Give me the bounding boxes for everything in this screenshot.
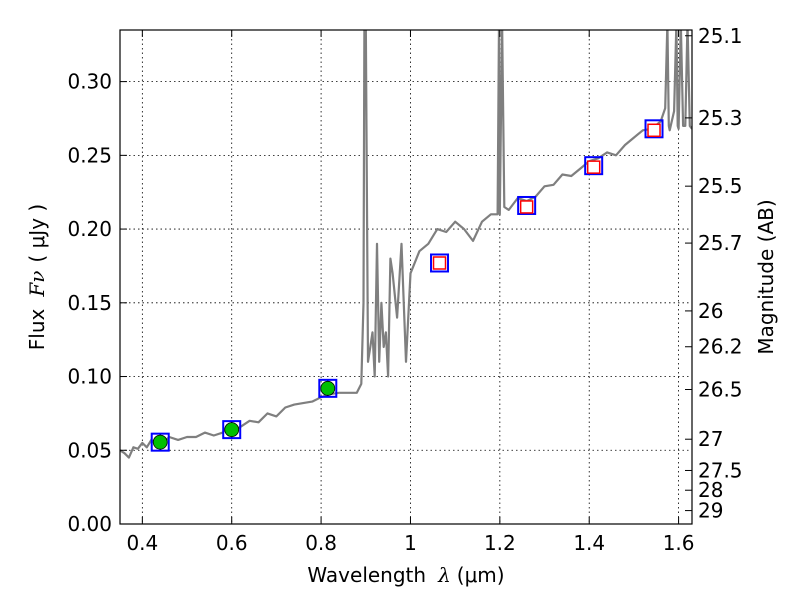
x-tick-label: 1.2 — [484, 531, 516, 555]
y2-tick-label: 25.7 — [698, 231, 743, 255]
y2-tick-label: 25.5 — [698, 174, 743, 198]
x-tick-label: 1.4 — [573, 531, 605, 555]
observed-point — [152, 434, 168, 450]
x-tick-label: 0.6 — [216, 531, 248, 555]
y2-tick-label: 27.5 — [698, 458, 743, 482]
y-tick-label: 0.30 — [67, 70, 112, 94]
x-tick-label: 0.8 — [305, 531, 337, 555]
x-axis-title: Wavelength λ (μm) — [307, 563, 504, 587]
y2-tick-label: 29 — [698, 499, 723, 523]
spectrum-layer — [120, 30, 692, 459]
x-tick-label: 0.4 — [126, 531, 158, 555]
predicted-point — [519, 200, 534, 214]
predicted-point — [586, 160, 601, 174]
y-tick-label: 0.10 — [67, 365, 112, 389]
y2-axis-title: Magnitude (AB) — [754, 199, 778, 354]
model-point — [318, 378, 338, 398]
model-point — [150, 432, 170, 452]
points-layer — [150, 119, 664, 452]
model-point — [644, 119, 664, 139]
y2-tick-label: 25.1 — [698, 24, 743, 48]
model-point — [517, 195, 537, 215]
y-tick-label: 0.15 — [67, 291, 112, 315]
y2-tick-label: 26 — [698, 299, 723, 323]
observed-point — [320, 380, 336, 396]
x-ticks: 0.4 0.6 0.8 1 1.2 1.4 1.6 — [126, 30, 695, 555]
observed-point — [224, 422, 240, 438]
y-tick-label: 0.05 — [67, 438, 112, 462]
y2-tick-label: 25.3 — [698, 106, 743, 130]
x-tick-label: 1.6 — [663, 531, 695, 555]
predicted-point — [432, 256, 447, 270]
model-point — [584, 156, 604, 176]
y2-tick-label: 26.5 — [698, 378, 743, 402]
y2-tick-label: 27 — [698, 427, 723, 451]
model-point — [430, 253, 450, 273]
y-ticks: 0.00 0.05 0.10 0.15 0.20 0.25 0.30 — [67, 70, 127, 536]
plot-area — [120, 30, 692, 524]
model-point — [222, 420, 242, 440]
y-tick-label: 0.00 — [67, 512, 112, 536]
y2-tick-label: 28 — [698, 478, 723, 502]
predicted-point — [647, 123, 661, 138]
x-tick-label: 1 — [404, 531, 417, 555]
y2-tick-label: 26.2 — [698, 335, 743, 359]
y-tick-label: 0.25 — [67, 143, 112, 167]
y-axis-title: FluxFν( μJy ) — [25, 204, 49, 350]
spectrum-line — [120, 30, 692, 459]
plot-frame — [119, 29, 693, 525]
y-tick-label: 0.20 — [67, 217, 112, 241]
